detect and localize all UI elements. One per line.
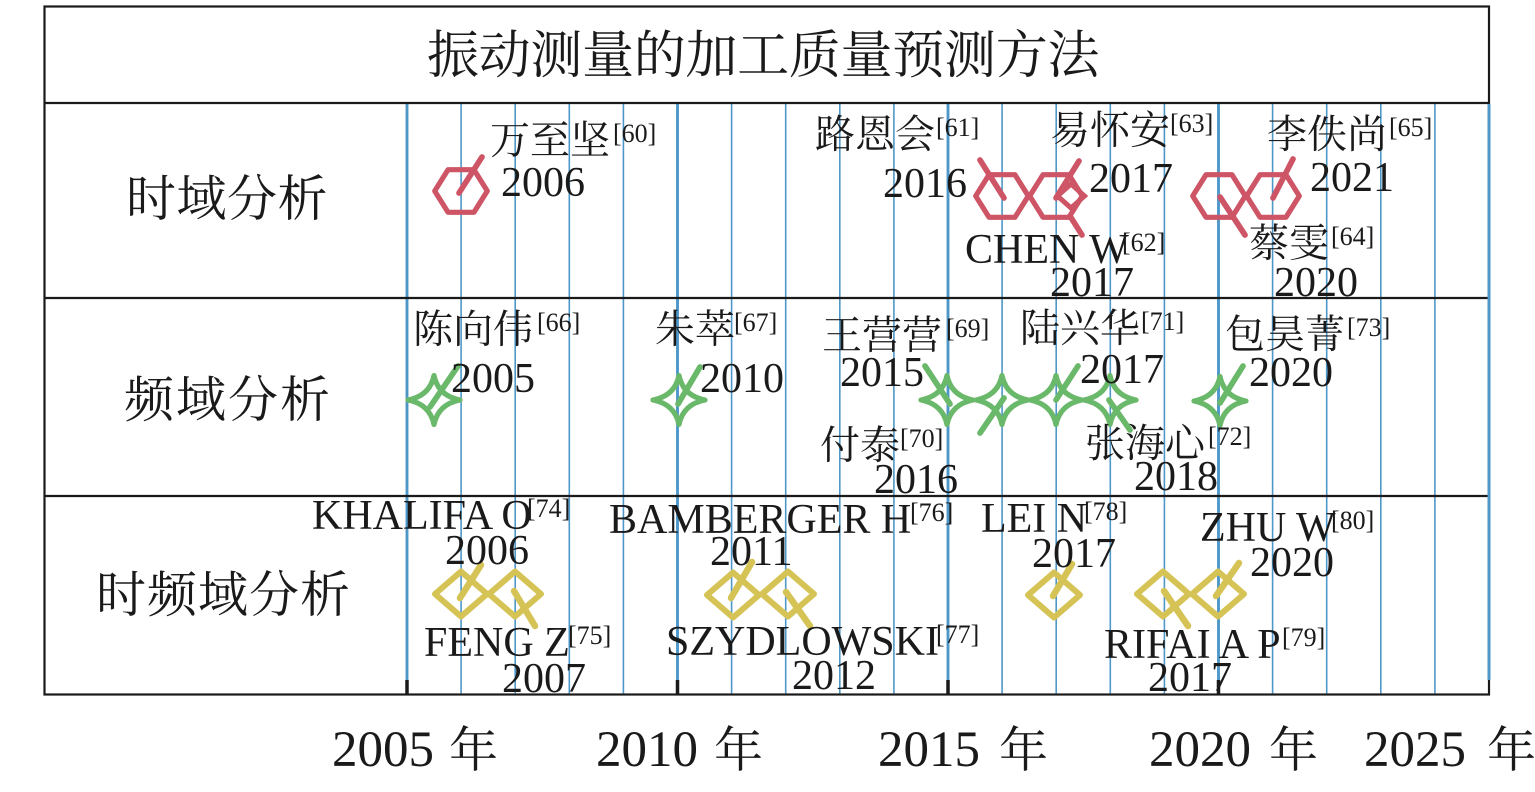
svg-text:2016: 2016 xyxy=(883,161,967,207)
svg-text:[61]: [61] xyxy=(936,113,979,142)
svg-text:2021: 2021 xyxy=(1310,155,1394,201)
svg-text:RIFAI A P: RIFAI A P xyxy=(1104,622,1281,668)
svg-text:2010: 2010 xyxy=(700,356,784,402)
svg-text:2018: 2018 xyxy=(1134,454,1218,500)
svg-text:2017: 2017 xyxy=(1080,347,1164,393)
svg-text:[75]: [75] xyxy=(568,621,611,650)
svg-text:2012: 2012 xyxy=(792,653,876,699)
svg-text:[60]: [60] xyxy=(613,119,656,148)
svg-text:2011: 2011 xyxy=(710,529,792,575)
svg-text:[74]: [74] xyxy=(527,494,570,523)
svg-text:2010: 2010 xyxy=(596,722,698,778)
svg-text:CHEN W: CHEN W xyxy=(965,227,1129,273)
svg-text:[69]: [69] xyxy=(946,314,989,343)
svg-text:2017: 2017 xyxy=(1089,156,1173,202)
svg-text:FENG Z: FENG Z xyxy=(424,620,570,666)
svg-text:[80]: [80] xyxy=(1331,506,1374,535)
svg-text:2025: 2025 xyxy=(1364,722,1466,778)
svg-text:BAMBERGER H: BAMBERGER H xyxy=(609,497,911,543)
svg-text:LEI N: LEI N xyxy=(981,496,1087,542)
svg-text:[79]: [79] xyxy=(1282,623,1325,652)
svg-text:2020: 2020 xyxy=(1274,260,1358,306)
svg-text:2007: 2007 xyxy=(502,656,586,702)
svg-text:[62]: [62] xyxy=(1122,228,1165,257)
svg-text:[64]: [64] xyxy=(1331,222,1374,251)
svg-text:SZYDLOWSKI: SZYDLOWSKI xyxy=(666,619,939,665)
svg-text:2017: 2017 xyxy=(1050,260,1134,306)
svg-text:[73]: [73] xyxy=(1347,313,1390,342)
svg-text:[65]: [65] xyxy=(1389,113,1432,142)
svg-text:[66]: [66] xyxy=(537,308,580,337)
svg-text:2006: 2006 xyxy=(501,160,585,206)
svg-text:2005: 2005 xyxy=(332,722,434,778)
svg-text:2020: 2020 xyxy=(1149,722,1251,778)
svg-text:[70]: [70] xyxy=(900,424,943,453)
svg-text:[63]: [63] xyxy=(1170,109,1213,138)
svg-text:[78]: [78] xyxy=(1084,497,1127,526)
svg-text:2006: 2006 xyxy=(445,528,529,574)
svg-text:2015: 2015 xyxy=(878,722,980,778)
svg-text:2017: 2017 xyxy=(1148,655,1232,701)
svg-text:2020: 2020 xyxy=(1250,540,1334,586)
svg-text:2015: 2015 xyxy=(840,350,924,396)
svg-text:2005: 2005 xyxy=(451,356,535,402)
svg-text:ZHU W: ZHU W xyxy=(1200,505,1336,551)
svg-text:2017: 2017 xyxy=(1032,531,1116,577)
svg-text:KHALIFA O: KHALIFA O xyxy=(312,493,532,539)
svg-text:[72]: [72] xyxy=(1208,422,1251,451)
svg-text:[71]: [71] xyxy=(1141,307,1184,336)
svg-text:[77]: [77] xyxy=(936,620,979,649)
svg-text:2016: 2016 xyxy=(874,457,958,503)
svg-text:[67]: [67] xyxy=(734,308,777,337)
svg-text:[76]: [76] xyxy=(910,498,953,527)
svg-text:2020: 2020 xyxy=(1249,350,1333,396)
